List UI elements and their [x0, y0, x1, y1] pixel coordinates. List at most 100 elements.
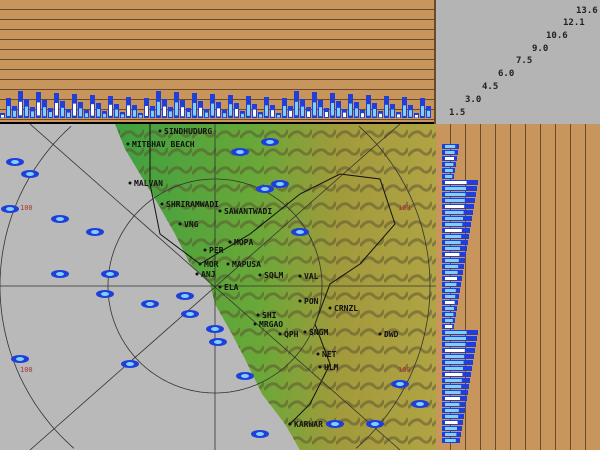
place-label: SNGM: [309, 328, 328, 337]
echo-row-core: [445, 229, 462, 232]
echo-row-core: [445, 367, 463, 370]
echo-column-core: [121, 114, 124, 118]
echo-column-core: [193, 103, 196, 116]
height-label: 7.5: [516, 56, 533, 66]
range-label: 100: [20, 366, 33, 374]
echo-row-core: [445, 295, 456, 298]
echo-column-core: [283, 106, 286, 116]
place-marker: [303, 330, 307, 334]
echo-row-core: [445, 421, 458, 424]
echo-core: [261, 187, 269, 191]
radar-map[interactable]: 100 100 100 100 SINDHUDURG MITBHAV BEACH M…: [0, 124, 436, 450]
echo-column-core: [253, 109, 256, 117]
place-marker: [328, 306, 332, 310]
echo-row-core: [445, 373, 463, 376]
echo-column-core: [277, 115, 280, 118]
range-label: 100: [398, 366, 411, 374]
echo-column-core: [91, 104, 94, 116]
place-marker: [226, 262, 230, 266]
place-marker: [378, 332, 382, 336]
echo-row-core: [445, 253, 460, 256]
east-west-cross-section-panel: [0, 0, 434, 122]
echo-column-core: [163, 106, 166, 117]
echo-core: [236, 150, 244, 154]
place-marker: [258, 273, 262, 277]
echo-column-core: [109, 104, 112, 116]
echo-row-core: [445, 439, 456, 442]
echo-row-core: [445, 211, 464, 214]
place-label: MOPA: [234, 238, 253, 247]
echo-row-core: [445, 163, 454, 166]
echo-row-core: [445, 391, 461, 394]
echo-core: [181, 294, 189, 298]
echo-column-core: [67, 112, 70, 118]
echo-column-core: [175, 102, 178, 116]
echo-column-core: [55, 103, 58, 116]
height-label: 9.0: [532, 44, 549, 54]
echo-column-core: [235, 109, 238, 117]
echo-row-core: [445, 175, 453, 178]
place-marker: [298, 274, 302, 278]
echo-column-core: [79, 108, 82, 117]
place-marker: [228, 240, 232, 244]
echo-column-core: [25, 106, 28, 117]
echo-column-core: [211, 103, 214, 116]
echo-column-core: [85, 113, 88, 118]
echo-column-core: [421, 106, 424, 116]
echo-column-core: [13, 110, 16, 117]
echo-core: [256, 432, 264, 436]
echo-column-core: [367, 104, 370, 116]
echo-column-core: [337, 107, 340, 117]
echo-column-core: [403, 105, 406, 116]
echo-row-core: [445, 307, 454, 310]
place-label: NET: [322, 350, 337, 359]
height-label: 4.5: [482, 82, 499, 92]
echo-row-core: [445, 259, 459, 262]
place-label: KARWAR: [294, 420, 323, 429]
echo-column-core: [247, 104, 250, 116]
echo-row-core: [445, 403, 460, 406]
echo-core: [296, 230, 304, 234]
echo-core: [91, 230, 99, 234]
echo-column-core: [397, 114, 400, 118]
place-label: VNG: [184, 220, 199, 229]
echo-row-core: [445, 325, 453, 328]
echo-column-core: [157, 101, 160, 116]
place-label: VAL: [304, 272, 319, 281]
echo-row-core: [445, 385, 462, 388]
height-scale-legend: 1.5 3.0 4.5 6.0 7.5 9.0 10.6 12.1 13.6: [434, 0, 600, 124]
echo-column-core: [133, 110, 136, 117]
echo-column-core: [385, 104, 388, 116]
range-rings: [0, 124, 436, 450]
place-label: MAPUSA: [232, 260, 261, 269]
echo-column-core: [373, 109, 376, 117]
cross-section-echoes: [0, 91, 431, 118]
precipitation-echoes: [1, 138, 429, 438]
echo-row-core: [445, 181, 467, 184]
echo-core: [241, 374, 249, 378]
echo-column-core: [37, 102, 40, 116]
echo-row-core: [445, 169, 453, 172]
echo-core: [396, 382, 404, 386]
echo-column-core: [127, 105, 130, 116]
echo-column-core: [1, 115, 4, 118]
echo-core: [56, 217, 64, 221]
echo-column-core: [313, 102, 316, 116]
place-label: ELA: [224, 283, 239, 292]
place-label: SQLM: [264, 271, 283, 280]
echo-row-core: [445, 361, 464, 364]
echo-core: [11, 160, 19, 164]
place-marker: [253, 322, 257, 326]
echo-row-core: [445, 319, 453, 322]
place-marker: [278, 332, 282, 336]
echo-core: [56, 272, 64, 276]
echo-column-core: [331, 103, 334, 116]
place-marker: [198, 262, 202, 266]
height-label: 12.1: [563, 18, 585, 28]
echo-row-core: [445, 283, 457, 286]
echo-column-core: [325, 112, 328, 117]
place-label: PER: [209, 246, 224, 255]
place-label: SHI: [262, 311, 277, 320]
place-marker: [318, 365, 322, 369]
echo-column-core: [103, 113, 106, 118]
